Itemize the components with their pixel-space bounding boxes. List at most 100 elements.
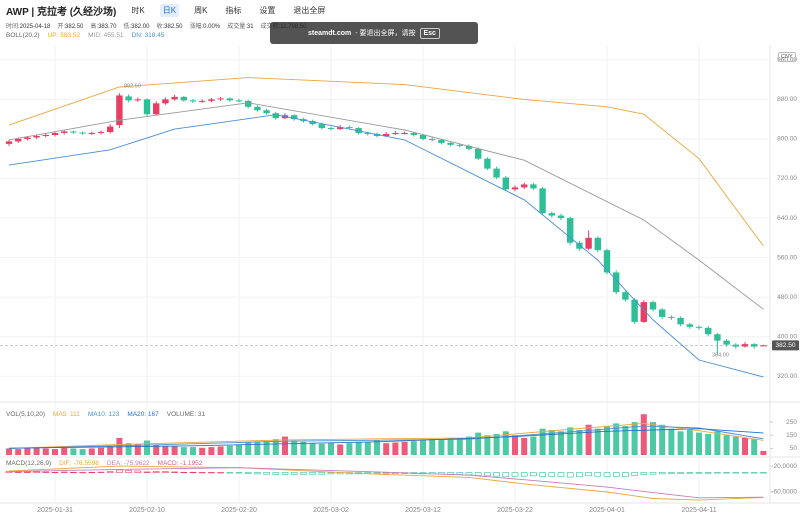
bar xyxy=(705,433,712,455)
candle-body xyxy=(557,215,565,219)
bar xyxy=(686,472,694,474)
candle-body xyxy=(447,142,454,145)
tab[interactable]: 时K xyxy=(131,5,145,15)
bar xyxy=(143,471,151,473)
bar xyxy=(236,444,242,455)
bar xyxy=(677,431,684,455)
bar xyxy=(24,447,31,455)
bar xyxy=(70,471,77,474)
candle-body xyxy=(337,127,344,130)
candle-body xyxy=(585,237,592,249)
bar xyxy=(263,441,270,455)
candle-body xyxy=(143,99,151,115)
legend-item: MACD: -1.1952 xyxy=(157,460,203,467)
bar xyxy=(208,447,215,455)
bar xyxy=(539,472,546,477)
legend-item: DEA: -75.9622 xyxy=(106,460,150,467)
bar xyxy=(254,472,261,475)
bar xyxy=(217,446,224,455)
candle-body xyxy=(217,98,224,100)
bar xyxy=(696,432,702,455)
info-item: 成交量:31 xyxy=(227,21,253,30)
candle-body xyxy=(134,99,141,101)
legend: MACD(12,26,9) DIF: -76.5598 DEA: -75.9622 M… xyxy=(6,460,202,467)
bar xyxy=(668,472,675,474)
candle-body xyxy=(631,299,638,322)
bar xyxy=(208,472,215,474)
bar xyxy=(153,445,160,455)
bar xyxy=(603,472,611,478)
bar xyxy=(337,444,344,455)
legend-item: MA20: 167 xyxy=(127,411,159,418)
candle-body xyxy=(751,344,758,347)
bar xyxy=(530,472,537,477)
bar xyxy=(530,436,537,455)
candle-body xyxy=(364,133,371,135)
candle-body xyxy=(429,138,436,140)
tool[interactable]: 退出全屏 xyxy=(293,5,326,15)
candle-body xyxy=(511,187,519,190)
bar xyxy=(548,472,556,477)
info-label: 高: xyxy=(90,24,99,30)
bar xyxy=(190,447,196,455)
tool[interactable]: 指标 xyxy=(225,5,242,15)
bar xyxy=(162,471,169,473)
candle-body xyxy=(162,99,169,104)
indicator-line xyxy=(8,77,764,247)
bar xyxy=(61,447,68,455)
candle-body xyxy=(475,148,482,159)
bar xyxy=(198,472,206,474)
candle-body xyxy=(318,124,325,129)
bar xyxy=(585,424,592,455)
legend-item: MID: 455.51 xyxy=(88,32,124,39)
bar xyxy=(558,431,564,455)
bar xyxy=(14,471,22,473)
bar xyxy=(125,470,132,473)
candle-body xyxy=(567,218,574,243)
tab[interactable]: 日K xyxy=(159,3,180,17)
y-tick-label: 50 xyxy=(790,445,798,452)
legend-item: VOLUME: 31 xyxy=(166,411,206,418)
bar xyxy=(640,472,648,475)
info-item: 低:382.00 xyxy=(123,21,149,30)
candle-body xyxy=(594,237,601,251)
bar xyxy=(318,472,326,475)
candle-body xyxy=(760,345,767,347)
indicator-line xyxy=(8,102,764,310)
bar xyxy=(327,472,335,475)
candle-body xyxy=(24,137,31,139)
bar xyxy=(622,472,629,478)
bar xyxy=(5,471,13,473)
legend-title: BOLL(20,2) xyxy=(6,32,40,39)
bar xyxy=(355,441,362,455)
bar xyxy=(15,449,22,455)
info-label: 收: xyxy=(156,24,165,30)
candle-body xyxy=(88,133,95,135)
x-tick-label: 2025-02-20 xyxy=(221,507,257,514)
candle-body xyxy=(116,95,123,126)
y-tick-label: 640.00 xyxy=(777,215,797,222)
tab[interactable]: 周K xyxy=(194,5,208,15)
candle-body xyxy=(346,127,353,129)
bar xyxy=(374,440,380,455)
candle-body xyxy=(723,340,730,345)
candle-body xyxy=(5,141,13,144)
x-tick-label: 2025-04-01 xyxy=(589,507,625,514)
candle-body xyxy=(15,138,22,142)
bar xyxy=(686,430,693,455)
candle-body xyxy=(714,334,721,341)
bar xyxy=(659,424,666,455)
bar xyxy=(51,471,59,474)
bar xyxy=(631,472,638,476)
info-label: 涨幅: xyxy=(189,24,204,30)
x-tick-label: 2025-02-10 xyxy=(129,507,165,514)
candle-body xyxy=(493,168,500,178)
bar xyxy=(539,428,546,455)
candle-body xyxy=(410,133,417,135)
x-tick-label: 2025-03-12 xyxy=(405,507,441,514)
bar xyxy=(429,439,436,455)
bar xyxy=(465,472,473,476)
candle-body xyxy=(484,158,491,169)
candle-body xyxy=(530,184,537,189)
tool[interactable]: 设置 xyxy=(259,5,276,15)
